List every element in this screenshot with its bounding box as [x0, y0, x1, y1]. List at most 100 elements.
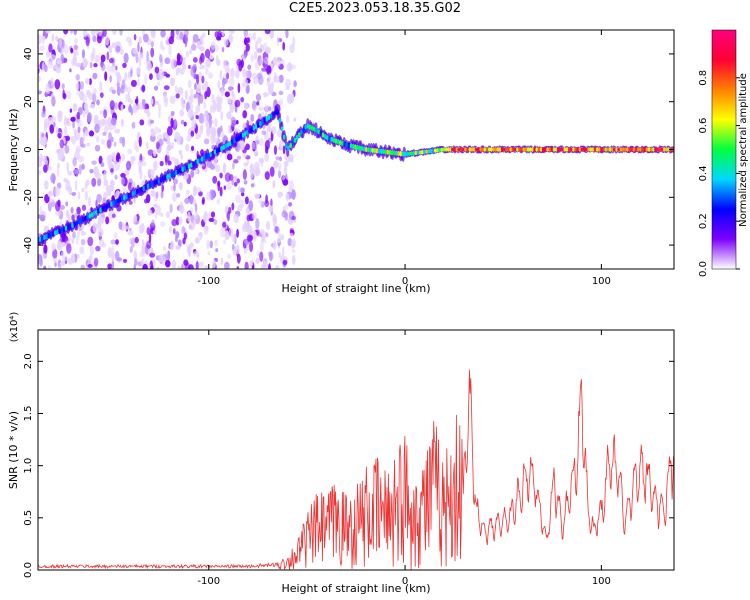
- noise-blob: [242, 169, 247, 180]
- noise-blob: [154, 66, 160, 74]
- noise-blob: [107, 123, 114, 131]
- noise-blob: [78, 164, 82, 175]
- noise-blob: [206, 126, 211, 135]
- noise-blob: [103, 179, 109, 187]
- ridge-point: [369, 147, 372, 153]
- ridge-point: [207, 152, 210, 159]
- noise-blob: [90, 52, 95, 62]
- noise-blob: [243, 162, 249, 167]
- ridge-point: [278, 117, 282, 124]
- ridge-point: [338, 139, 342, 146]
- noise-blob: [114, 128, 121, 134]
- noise-blob: [111, 89, 117, 94]
- noise-blob: [91, 177, 97, 187]
- noise-blob: [116, 257, 123, 262]
- ridge-point: [323, 133, 327, 140]
- noise-blob: [173, 178, 179, 185]
- noise-blob: [284, 211, 289, 221]
- noise-blob: [125, 169, 129, 176]
- noise-blob: [270, 198, 273, 208]
- noise-blob: [108, 57, 114, 64]
- noise-blob: [110, 168, 114, 173]
- noise-blob: [215, 54, 219, 63]
- ridge-point: [479, 147, 482, 152]
- noise-blob: [123, 225, 129, 230]
- spectrogram-ridge: [38, 105, 674, 246]
- ridge-point: [220, 145, 223, 152]
- snr-line: [38, 369, 674, 570]
- noise-blob: [164, 154, 168, 166]
- noise-blob: [226, 211, 231, 222]
- noise-blob: [156, 205, 161, 216]
- noise-blob: [219, 186, 223, 197]
- noise-blob: [128, 103, 132, 112]
- noise-blob: [282, 259, 288, 266]
- noise-blob: [238, 186, 241, 194]
- noise-blob: [259, 137, 264, 147]
- ridge-point: [92, 210, 96, 217]
- ridge-point: [371, 147, 374, 153]
- top-y-tick-label: 0: [23, 146, 34, 152]
- noise-blob: [175, 30, 180, 36]
- noise-blob: [54, 262, 57, 268]
- ridge-peak: [584, 147, 589, 152]
- noise-blob: [192, 185, 198, 197]
- noise-blob: [244, 69, 248, 80]
- ridge-point: [641, 147, 644, 152]
- noise-blob: [78, 155, 85, 163]
- ridge-point: [112, 200, 115, 206]
- noise-blob: [157, 81, 161, 86]
- ridge-point: [611, 147, 614, 152]
- noise-blob: [188, 64, 191, 70]
- noise-blob: [61, 83, 65, 90]
- noise-blob: [126, 86, 133, 93]
- noise-blob: [254, 193, 261, 199]
- noise-blob: [258, 106, 265, 111]
- noise-blob: [198, 261, 204, 269]
- noise-blob: [283, 165, 288, 175]
- ridge-point: [213, 149, 217, 155]
- y-scale-note: (x10⁴): [9, 312, 20, 343]
- noise-blob: [227, 85, 233, 93]
- ridge-point: [308, 124, 312, 130]
- noise-blob: [282, 175, 285, 181]
- noise-blob: [182, 237, 186, 245]
- noise-blob: [75, 145, 82, 154]
- noise-blob: [88, 78, 92, 86]
- noise-blob: [159, 40, 164, 49]
- noise-blob: [229, 173, 234, 181]
- ridge-point: [630, 147, 634, 152]
- noise-blob: [38, 153, 44, 162]
- ridge-point: [414, 150, 418, 156]
- noise-blob: [171, 142, 174, 149]
- noise-blob: [250, 113, 255, 122]
- noise-blob: [79, 136, 84, 148]
- noise-blob: [45, 30, 51, 34]
- ridge-point: [392, 150, 396, 156]
- noise-blob: [184, 197, 190, 204]
- noise-blob: [227, 253, 231, 259]
- noise-blob: [268, 205, 274, 213]
- noise-blob: [200, 124, 204, 135]
- noise-blob: [144, 74, 148, 85]
- noise-blob: [149, 119, 155, 124]
- noise-blob: [187, 79, 192, 89]
- noise-blob: [173, 228, 176, 235]
- noise-blob: [122, 62, 127, 68]
- noise-blob: [105, 216, 110, 225]
- noise-blob: [92, 35, 97, 43]
- ridge-point: [440, 147, 444, 153]
- noise-blob: [170, 117, 174, 129]
- noise-blob: [102, 131, 107, 136]
- ridge-point: [177, 168, 180, 175]
- noise-blob: [141, 239, 145, 248]
- ridge-point: [174, 169, 178, 176]
- noise-blob: [268, 263, 271, 269]
- noise-blob: [141, 98, 146, 107]
- ridge-point: [388, 149, 392, 156]
- ridge-point: [265, 116, 269, 122]
- noise-blob: [261, 67, 267, 72]
- ridge-point: [218, 147, 221, 153]
- ridge-point: [38, 236, 42, 242]
- noise-blob: [236, 265, 240, 269]
